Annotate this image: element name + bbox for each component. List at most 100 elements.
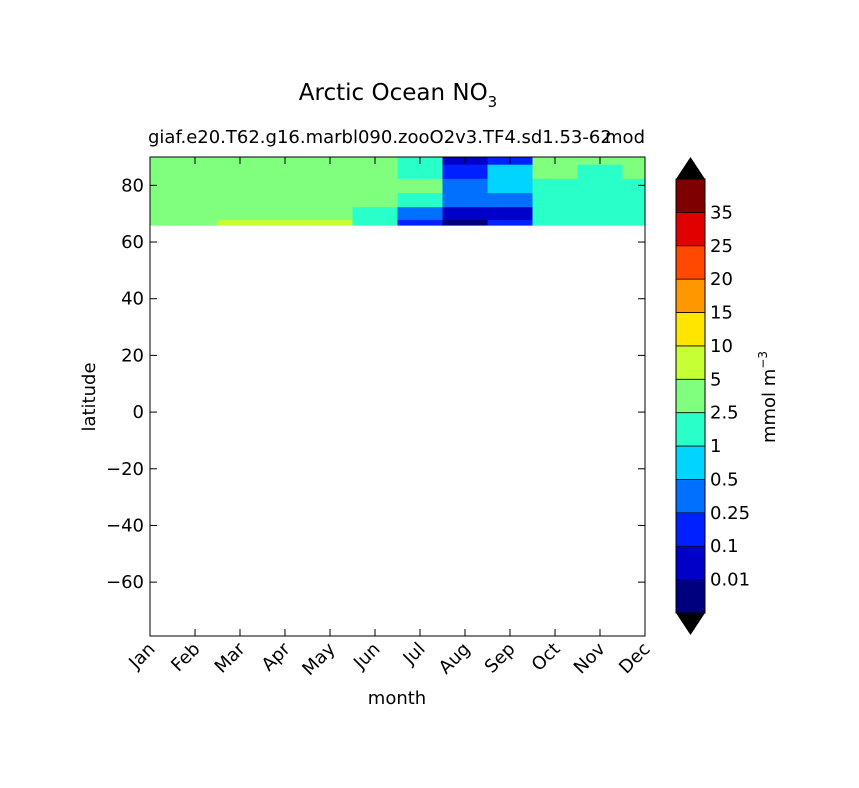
x-tick-label: Feb	[167, 639, 204, 676]
colorbar-swatch	[676, 579, 705, 614]
colorbar-frame	[675, 178, 706, 614]
colorbar-swatch	[676, 212, 705, 247]
y-axis-label: latitude	[79, 362, 100, 431]
contour-cell-jan-80	[150, 178, 174, 194]
contour-cell-may-85	[307, 164, 354, 179]
contour-cell-sep-80	[487, 178, 534, 194]
contour-cell-dec-90	[622, 157, 645, 165]
colorbar-tick-label: 35	[710, 202, 733, 223]
plot-background	[150, 157, 645, 636]
contour-cell-oct-75	[532, 192, 579, 208]
x-tick-label: Jul	[399, 639, 430, 670]
contour-cell-jul-66	[397, 219, 444, 226]
chart-title: Arctic Ocean NO3	[299, 80, 497, 111]
contour-cell-nov-75	[577, 192, 624, 208]
contour-cell-dec-75	[622, 192, 645, 208]
contour-cell-aug-80	[442, 178, 489, 194]
contour-cell-jul-85	[397, 164, 444, 179]
plot-frame	[149, 156, 646, 637]
y-tick-label: 40	[121, 289, 144, 310]
contour-cell-jun-85	[352, 164, 399, 179]
colorbar-swatch	[676, 179, 705, 213]
y-tick-label: −20	[106, 459, 144, 480]
contour-cell-jan-75	[150, 192, 174, 208]
contour-cell-mar-85	[217, 164, 264, 179]
colorbar-tick-label: 0.5	[710, 469, 739, 490]
x-tick-label: Jun	[349, 639, 384, 674]
colorbar-swatch	[676, 245, 705, 280]
y-tick-label: −40	[106, 515, 144, 536]
colorbar-under-arrow	[676, 613, 705, 635]
colorbar-tick-label: 20	[710, 269, 733, 290]
contour-cell-feb-66	[172, 219, 219, 226]
contour-cell-aug-66	[442, 219, 489, 226]
contour-cell-apr-70	[262, 206, 309, 220]
chart-subtitle-right: mod	[605, 127, 645, 148]
contour-cell-mar-70	[217, 206, 264, 220]
colorbar: 0.01 0.1 0.25 0.5 1 2.5 5 10 15 20 25 35	[675, 157, 750, 635]
colorbar-swatch	[676, 479, 705, 514]
contour-cell-jul-75	[397, 192, 444, 208]
colorbar-swatch	[676, 379, 705, 414]
contour-cell-may-80	[307, 178, 354, 194]
contour-cell-mar-75	[217, 192, 264, 208]
colorbar-swatch	[676, 345, 705, 380]
colorbar-swatch	[676, 446, 705, 480]
contour-cell-may-66	[307, 219, 354, 226]
colorbar-tick-label: 15	[710, 303, 733, 324]
contour-cell-aug-85	[442, 164, 489, 179]
x-tick-label: Oct	[528, 639, 565, 676]
x-tick-label: Aug	[435, 639, 475, 679]
contour-cell-dec-66	[622, 219, 645, 226]
colorbar-tick-label: 1	[710, 436, 721, 457]
contour-cell-oct-80	[532, 178, 579, 194]
contour-cell-aug-70	[442, 206, 489, 220]
x-axis-label: month	[368, 688, 426, 709]
y-tick-label: 0	[133, 402, 144, 423]
y-tick-label: 80	[121, 175, 144, 196]
contour-cell-feb-80	[172, 178, 219, 194]
contour-cell-feb-75	[172, 192, 219, 208]
contour-cell-jun-80	[352, 178, 399, 194]
contour-cell-dec-85	[622, 164, 645, 179]
colorbar-over-arrow	[676, 157, 705, 179]
contour-cell-nov-85	[577, 164, 624, 179]
contour-cell-jun-75	[352, 192, 399, 208]
contour-cell-jan-66	[150, 219, 174, 226]
chart-subtitle-left: giaf.e20.T62.g16.marbl090.zooO2v3.TF4.sd…	[148, 127, 612, 148]
x-tick-label: Jan	[124, 639, 159, 674]
contour-cell-jun-70	[352, 206, 399, 220]
contour-cell-dec-80	[622, 178, 645, 194]
contour-cell-oct-66	[532, 219, 579, 226]
colorbar-swatch	[676, 412, 705, 447]
contour-cell-sep-70	[487, 206, 534, 220]
y-tick-label: 60	[121, 232, 144, 253]
contour-cell-oct-70	[532, 206, 579, 220]
x-tick-label: Nov	[570, 638, 610, 678]
contour-cell-jul-70	[397, 206, 444, 220]
colorbar-tick-label: 0.25	[710, 503, 750, 524]
colorbar-tick-label: 0.01	[710, 570, 750, 591]
contour-cell-mar-66	[217, 219, 264, 226]
contour-cell-nov-70	[577, 206, 624, 220]
contour-cell-apr-80	[262, 178, 309, 194]
contour-cell-may-70	[307, 206, 354, 220]
contour-cell-nov-80	[577, 178, 624, 194]
colorbar-swatch	[676, 512, 705, 547]
contour-cell-aug-75	[442, 192, 489, 208]
contour-cell-dec-70	[622, 206, 645, 220]
contour-cell-may-75	[307, 192, 354, 208]
x-tick-label: Sep	[481, 639, 520, 678]
y-axis: 80 60 40 20 0 −20 −40 −60	[106, 175, 645, 593]
contour-cell-sep-66	[487, 219, 534, 226]
contour-cell-apr-75	[262, 192, 309, 208]
contour-field	[150, 157, 645, 226]
colorbar-swatch	[676, 279, 705, 314]
x-tick-label: Apr	[258, 638, 295, 675]
contour-cell-apr-66	[262, 219, 309, 226]
contour-cell-sep-85	[487, 164, 534, 179]
contour-cell-jul-80	[397, 178, 444, 194]
colorbar-tick-label: 5	[710, 369, 721, 390]
colorbar-swatch	[676, 312, 705, 347]
y-tick-label: −60	[106, 572, 144, 593]
